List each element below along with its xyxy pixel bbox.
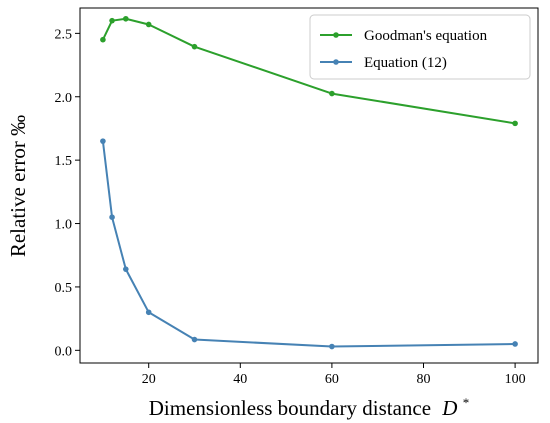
data-point [145, 21, 152, 28]
data-point [109, 214, 115, 220]
y-tick-label: 1.5 [55, 154, 73, 169]
legend-item-equation12: Equation (12) [320, 55, 447, 71]
y-axis-title: Relative error ‰ [6, 115, 30, 257]
x-tick-label: 100 [505, 372, 526, 387]
series-line-1 [101, 141, 516, 348]
data-point [100, 36, 106, 43]
data-point [123, 15, 129, 22]
legend-item-goodman: Goodman's equation [320, 28, 488, 44]
x-axis-superscript: * [463, 395, 470, 410]
data-point [329, 90, 335, 97]
y-tick-label: 1.0 [55, 218, 73, 233]
x-axis-label: Dimensionless boundary distance [149, 396, 431, 420]
x-axis: 20 40 60 80 100 [142, 363, 526, 387]
legend-marker-goodman [333, 32, 339, 38]
data-point [191, 336, 198, 343]
data-point [329, 343, 335, 350]
x-tick-label: 60 [325, 372, 339, 387]
y-axis: 0.0 0.5 1.0 1.5 2.0 2.5 [55, 27, 80, 359]
y-tick-label: 0.5 [55, 281, 73, 296]
y-tick-label: 2.5 [55, 27, 73, 42]
legend-marker-equation12 [333, 59, 339, 65]
x-tick-label: 40 [233, 372, 247, 387]
legend-label-goodman: Goodman's equation [364, 28, 488, 44]
data-point [100, 138, 106, 144]
x-tick-label: 20 [142, 372, 156, 387]
data-point [123, 266, 129, 272]
y-tick-label: 2.0 [55, 91, 73, 106]
x-tick-label: 80 [417, 372, 431, 387]
data-point [512, 341, 518, 347]
data-point [512, 120, 518, 127]
y-tick-label: 0.0 [55, 344, 73, 359]
data-point [145, 309, 152, 316]
data-point [191, 43, 198, 50]
series-layer [100, 15, 518, 350]
data-point [109, 17, 115, 24]
plot-frame [79, 7, 539, 364]
legend-label-equation12: Equation (12) [364, 55, 447, 71]
legend-box [309, 14, 531, 80]
x-axis-symbol: D [441, 396, 457, 420]
legend: Goodman's equation Equation (12) [309, 14, 531, 80]
x-axis-title: Dimensionless boundary distance D * [149, 395, 469, 420]
